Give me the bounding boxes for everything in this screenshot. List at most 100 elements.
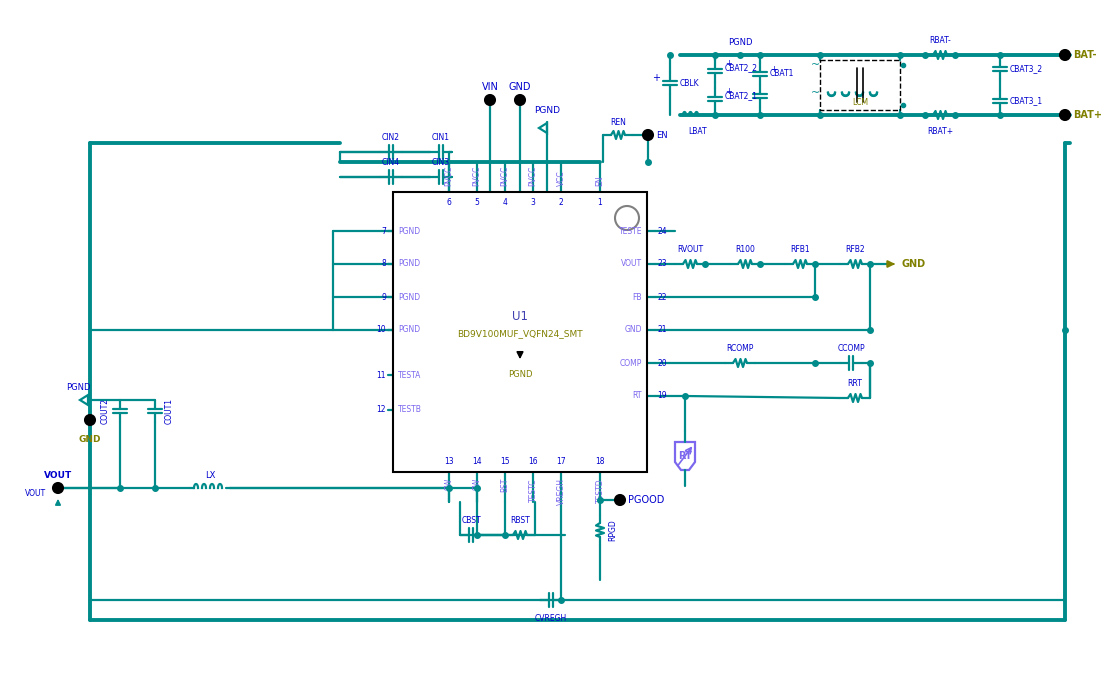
Text: LCM: LCM [852,98,868,107]
Text: BST: BST [501,478,510,492]
Text: GND: GND [508,82,531,92]
Text: BAT+: BAT+ [1073,110,1102,120]
Text: PGND: PGND [728,38,753,47]
Text: TESTC: TESTC [529,478,538,502]
Text: RBAT-: RBAT- [930,36,951,45]
Text: VIN: VIN [482,82,498,92]
Text: ~: ~ [811,88,820,98]
Text: PVCC: PVCC [501,166,510,186]
Text: 22: 22 [657,292,666,301]
Text: 9: 9 [381,292,386,301]
Text: BAT-: BAT- [1073,50,1096,60]
Text: PGND: PGND [534,106,560,115]
Text: 3: 3 [531,198,535,207]
Text: CIN1: CIN1 [432,133,450,142]
Text: VOUT: VOUT [25,489,46,498]
Text: CCOMP: CCOMP [837,344,865,353]
Text: CVREGH: CVREGH [535,614,567,623]
Text: 7: 7 [381,227,386,236]
Text: 11: 11 [376,371,386,380]
Text: PGND: PGND [507,370,532,379]
Text: 2: 2 [559,198,563,207]
Text: GND: GND [902,259,926,269]
Bar [820,60,900,110]
Text: RPGD: RPGD [608,519,617,541]
Text: TESTD: TESTD [596,478,605,502]
Text: VOUT: VOUT [44,471,72,480]
Text: 4: 4 [503,198,507,207]
Text: RVOUT: RVOUT [676,245,703,254]
Text: PGND: PGND [398,227,420,236]
Text: 10: 10 [376,326,386,335]
Text: PVCC: PVCC [473,166,482,186]
Text: PGND: PGND [66,383,91,392]
Text: CIN3: CIN3 [432,158,450,167]
Text: +: + [725,58,731,67]
Text: CIN4: CIN4 [382,158,400,167]
Text: 24: 24 [657,227,666,236]
Text: 23: 23 [657,259,666,268]
Text: LBAT: LBAT [689,127,708,136]
Text: LX: LX [205,471,215,480]
Circle shape [615,495,625,505]
Text: TESTE: TESTE [618,227,642,236]
Text: EN: EN [656,130,668,139]
Circle shape [53,483,63,493]
Text: SW: SW [445,478,454,490]
Circle shape [1060,110,1070,120]
Text: RFB1: RFB1 [791,245,810,254]
Text: PVCC: PVCC [445,166,454,186]
Text: PGND: PGND [398,259,420,268]
Text: PGOOD: PGOOD [628,495,664,505]
Text: VCC: VCC [557,170,566,186]
Text: RRT: RRT [848,379,862,388]
Text: TESTA: TESTA [398,371,421,380]
Circle shape [643,130,653,140]
Text: CIN2: CIN2 [382,133,400,142]
Text: PVCC: PVCC [529,166,538,186]
Text: 19: 19 [657,392,666,401]
Text: 18: 18 [595,457,605,466]
Text: BD9V100MUF_VQFN24_SMT: BD9V100MUF_VQFN24_SMT [457,329,582,338]
Circle shape [515,95,525,105]
Text: GND: GND [78,435,101,444]
Text: 15: 15 [501,457,510,466]
Text: R100: R100 [735,245,755,254]
Text: +: + [771,64,777,73]
Circle shape [485,95,495,105]
Text: 21: 21 [657,326,666,335]
Text: COUT2: COUT2 [101,398,110,424]
Text: GND: GND [625,326,642,335]
Text: 16: 16 [529,457,538,466]
Text: VOUT: VOUT [620,259,642,268]
Text: 12: 12 [376,405,386,414]
Text: CBAT2_1: CBAT2_1 [725,91,758,100]
Text: RCOMP: RCOMP [726,344,754,353]
Circle shape [85,415,95,425]
Text: PGND: PGND [398,292,420,301]
Text: PGND: PGND [398,326,420,335]
Circle shape [1060,50,1070,60]
Text: RT: RT [678,451,692,461]
Text: REN: REN [610,118,626,127]
Text: CBST: CBST [461,516,480,525]
Text: RBST: RBST [510,516,530,525]
Text: CBAT2_2: CBAT2_2 [725,64,758,73]
Text: RT: RT [633,392,642,401]
Text: TESTB: TESTB [398,405,422,414]
Text: 14: 14 [473,457,482,466]
Text: FB: FB [633,292,642,301]
Text: CBAT1: CBAT1 [771,69,794,78]
Text: RBAT+: RBAT+ [927,127,953,136]
Text: 20: 20 [657,358,666,367]
Text: RFB2: RFB2 [846,245,865,254]
Text: 8: 8 [381,259,386,268]
Text: CBAT3_1: CBAT3_1 [1010,96,1043,105]
Text: VREGH: VREGH [557,478,566,505]
Text: ~: ~ [811,60,820,70]
Text: CBLK: CBLK [680,78,700,87]
Text: 6: 6 [447,198,451,207]
Text: SW: SW [473,478,482,490]
Text: COMP: COMP [619,358,642,367]
Text: +: + [725,87,731,96]
